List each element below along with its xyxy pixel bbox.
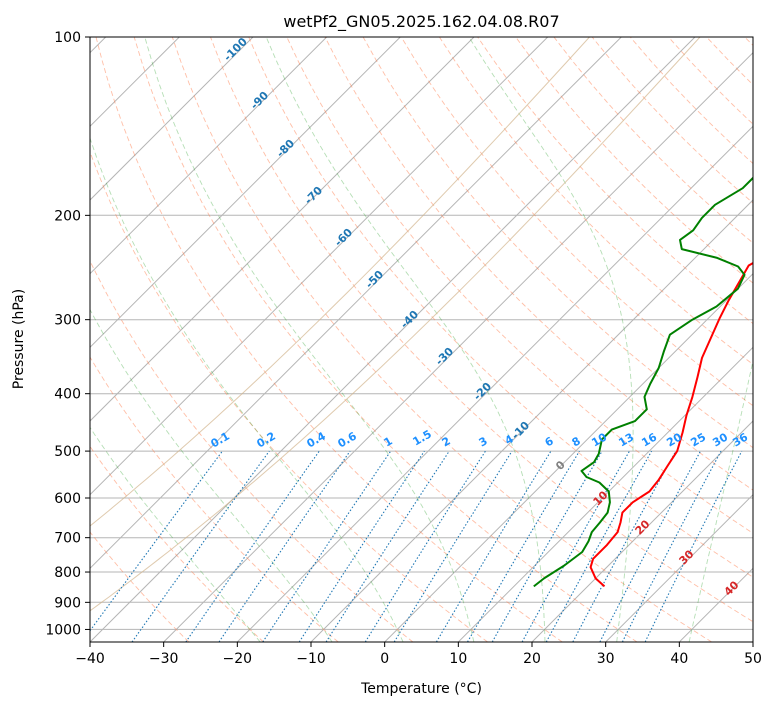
reference-curve-line bbox=[90, 37, 701, 612]
mixing-ratio-line bbox=[185, 450, 320, 642]
mixing-ratio-line bbox=[521, 450, 630, 642]
mixing-ratio-line bbox=[131, 450, 270, 642]
y-tick-label: 700 bbox=[54, 531, 81, 547]
dry-adiabat-line bbox=[400, 37, 753, 407]
x-tick-label: −30 bbox=[149, 651, 179, 667]
y-tick-label: 300 bbox=[54, 313, 81, 329]
x-tick-label: 10 bbox=[449, 651, 467, 667]
mixing-ratio-line bbox=[298, 450, 425, 642]
dry-adiabat-line bbox=[90, 356, 339, 642]
y-tick-label: 1000 bbox=[45, 622, 81, 638]
background-lines bbox=[90, 37, 753, 642]
x-tick-label: −10 bbox=[296, 651, 326, 667]
isotherm-line bbox=[90, 37, 401, 349]
moist-adiabat-line bbox=[90, 136, 404, 642]
dewpoint-profile-line bbox=[533, 176, 753, 588]
moist-adiabat-line bbox=[265, 37, 546, 642]
mixing-ratio-line bbox=[393, 450, 513, 642]
x-tick-label: 0 bbox=[380, 651, 389, 667]
x-tick-label: 50 bbox=[744, 651, 762, 667]
isotherm-line bbox=[90, 37, 696, 642]
mixing-ratio-line bbox=[90, 450, 223, 632]
moist-adiabat-line bbox=[144, 37, 475, 642]
isotherm-line bbox=[384, 272, 753, 642]
mixing-ratio-line bbox=[545, 450, 653, 642]
x-tick-label: 20 bbox=[523, 651, 541, 667]
reference-curve-line bbox=[90, 37, 590, 527]
dry-adiabat-line bbox=[248, 37, 753, 578]
temperature-profile-line bbox=[589, 261, 753, 588]
isotherm-line bbox=[605, 493, 753, 642]
mixing-ratio-line bbox=[621, 450, 722, 642]
mixing-ratio-line bbox=[364, 450, 486, 642]
mixing-ratio-line bbox=[435, 450, 552, 642]
y-tick-label: 800 bbox=[54, 565, 81, 581]
dry-adiabat-line bbox=[90, 445, 264, 642]
mixing-ratio-line bbox=[262, 450, 392, 642]
isotherm-line bbox=[236, 125, 753, 642]
mixing-ratio-line bbox=[599, 450, 701, 642]
dry-adiabat-line bbox=[95, 37, 563, 642]
isotherm-line bbox=[90, 37, 549, 496]
dry-adiabat-line bbox=[90, 259, 414, 642]
x-axis-title: Temperature (°C) bbox=[360, 681, 482, 697]
y-axis-title: Pressure (hPa) bbox=[11, 289, 27, 389]
plot-frame bbox=[89, 36, 754, 643]
dry-adiabat-line bbox=[90, 150, 488, 642]
isotherm-line bbox=[531, 420, 753, 642]
dry-adiabat-line bbox=[439, 37, 753, 365]
y-tick-label: 400 bbox=[54, 387, 81, 403]
isotherm-line bbox=[90, 37, 475, 422]
isotherm-line bbox=[163, 51, 753, 642]
mixing-ratio-line bbox=[644, 450, 743, 642]
dry-adiabat-line bbox=[324, 37, 753, 491]
dry-adiabat-line bbox=[210, 37, 753, 623]
x-tick-label: −40 bbox=[75, 651, 105, 667]
moist-adiabat-line bbox=[688, 358, 753, 642]
chart-title: wetPf2_GN05.2025.162.04.08.R07 bbox=[283, 12, 559, 32]
x-tick-label: 40 bbox=[670, 651, 688, 667]
dry-adiabat-line bbox=[515, 37, 753, 284]
y-tick-label: 200 bbox=[54, 208, 81, 224]
mixing-ratio-line bbox=[218, 450, 351, 642]
y-tick-label: 500 bbox=[54, 444, 81, 460]
isotherm-line bbox=[90, 37, 328, 275]
dry-adiabat-line bbox=[133, 37, 638, 642]
mixing-ratio-line bbox=[325, 450, 450, 642]
moist-adiabat-line bbox=[468, 37, 634, 642]
isotherm-line bbox=[90, 37, 622, 570]
x-tick-label: 30 bbox=[597, 651, 615, 667]
y-tick-label: 900 bbox=[54, 595, 81, 611]
dry-adiabat-line bbox=[90, 531, 190, 642]
mixing-ratio-line bbox=[572, 450, 677, 642]
dry-adiabat-line bbox=[171, 37, 712, 642]
x-axis: −40 −30 −20 −10 0 10 20 30 40 50 bbox=[75, 642, 762, 667]
isotherm-line bbox=[457, 346, 753, 642]
plot-area-background bbox=[90, 37, 753, 642]
isotherm-line bbox=[90, 37, 254, 201]
y-tick-label: 600 bbox=[54, 491, 81, 507]
moist-adiabat-line bbox=[90, 426, 261, 642]
sounding-lines bbox=[533, 176, 753, 588]
y-tick-label: 100 bbox=[54, 30, 81, 46]
y-axis: 1000 900 800 700 600 500 400 300 200 100 bbox=[45, 30, 90, 638]
x-tick-label: −20 bbox=[223, 651, 253, 667]
